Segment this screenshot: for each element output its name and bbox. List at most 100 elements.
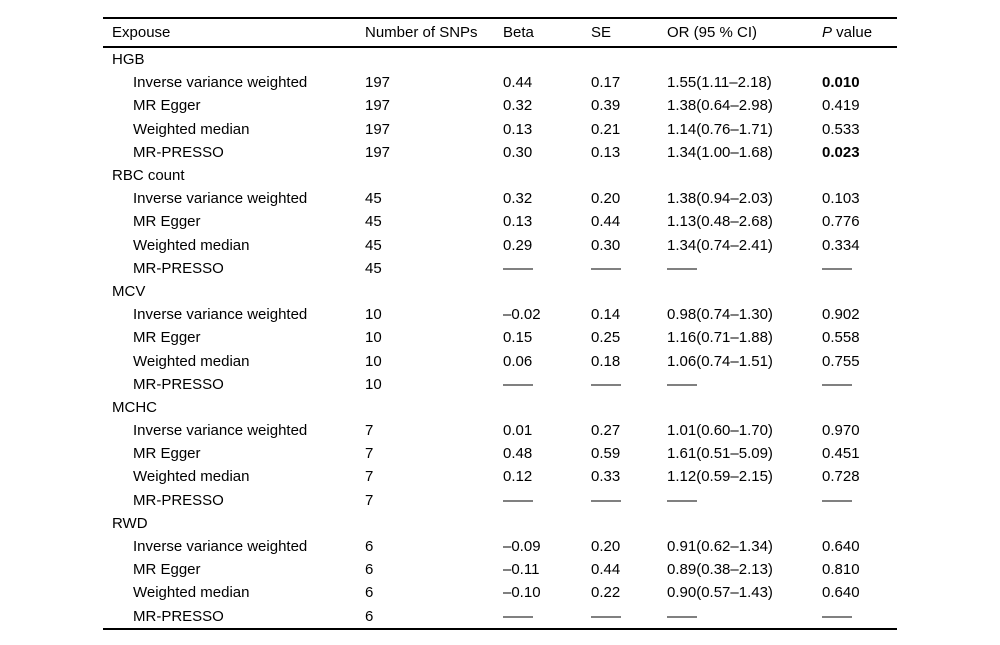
cell-method: MR Egger xyxy=(133,561,201,579)
cell-p-value: 0.755 xyxy=(822,352,860,370)
cell-p-value: 0.810 xyxy=(822,561,860,579)
cell-se: 0.39 xyxy=(591,97,621,115)
table-row: MR-PRESSO 6 —— —— —— —— xyxy=(103,605,897,629)
cell-method: Inverse variance weighted xyxy=(133,306,308,324)
table-row: MR-PRESSO 197 0.30 0.13 1.34(1.00–1.68) 0.023 xyxy=(103,141,897,164)
cell-snps: 10 xyxy=(365,352,382,370)
cell-se: 0.22 xyxy=(591,584,621,602)
cell-se: —— xyxy=(591,259,621,277)
cell-se: 0.17 xyxy=(591,74,621,92)
col-header-expouse: Expouse xyxy=(112,24,171,41)
group-row: HGB xyxy=(103,47,897,71)
cell-se: 0.30 xyxy=(591,236,621,254)
table-row: Weighted median 6 –0.10 0.22 0.90(0.57–1.43)… xyxy=(103,581,897,604)
cell-se: 0.44 xyxy=(591,213,621,231)
table-row: Weighted median 10 0.06 0.18 1.06(0.74–1.51)… xyxy=(103,349,897,372)
cell-beta: 0.13 xyxy=(503,120,533,138)
cell-p-value: 0.451 xyxy=(822,445,860,463)
group-label: MCV xyxy=(112,282,146,300)
cell-method: MR-PRESSO xyxy=(133,491,224,509)
cell-se: 0.59 xyxy=(591,445,621,463)
cell-beta: 0.12 xyxy=(503,468,533,486)
cell-beta: 0.15 xyxy=(503,329,533,347)
cell-p-value: 0.558 xyxy=(822,329,860,347)
cell-snps: 10 xyxy=(365,306,382,324)
cell-or-ci: 0.90(0.57–1.43) xyxy=(667,584,773,602)
cell-method: Inverse variance weighted xyxy=(133,74,308,92)
cell-p-value: 0.533 xyxy=(822,120,860,138)
table-row: MR-PRESSO 7 —— —— —— —— xyxy=(103,489,897,512)
table-row: MR-PRESSO 45 —— —— —— —— xyxy=(103,257,897,280)
cell-p-value: 0.640 xyxy=(822,538,860,556)
col-header-se: SE xyxy=(591,24,612,41)
cell-or-ci: 1.34(0.74–2.41) xyxy=(667,236,773,254)
cell-method: Weighted median xyxy=(133,236,250,254)
cell-beta: 0.32 xyxy=(503,190,533,208)
table-row: Weighted median 45 0.29 0.30 1.34(0.74–2.41)… xyxy=(103,234,897,257)
table-row: Inverse variance weighted 197 0.44 0.17 1.55… xyxy=(103,71,897,94)
cell-method: Weighted median xyxy=(133,352,250,370)
cell-se: 0.33 xyxy=(591,468,621,486)
col-header-beta: Beta xyxy=(503,24,534,41)
cell-or-ci: 1.01(0.60–1.70) xyxy=(667,422,773,440)
table-row: Inverse variance weighted 10 –0.02 0.14 0.98… xyxy=(103,303,897,326)
cell-or-ci: —— xyxy=(667,375,697,393)
col-header-snps: Number of SNPs xyxy=(365,24,478,41)
cell-p-value: 0.776 xyxy=(822,213,860,231)
group-label: RBC count xyxy=(112,167,185,185)
cell-snps: 45 xyxy=(365,190,382,208)
cell-or-ci: —— xyxy=(667,607,697,625)
group-label: HGB xyxy=(112,51,145,69)
cell-method: Inverse variance weighted xyxy=(133,538,308,556)
cell-se: 0.14 xyxy=(591,306,621,324)
cell-or-ci: 1.06(0.74–1.51) xyxy=(667,352,773,370)
table-row: MR Egger 7 0.48 0.59 1.61(0.51–5.09) 0.451 xyxy=(103,442,897,465)
table-body: HGB Inverse variance weighted 197 0.44 0.17 1… xyxy=(103,47,897,629)
cell-snps: 10 xyxy=(365,329,382,347)
cell-p-value: —— xyxy=(822,491,852,509)
cell-method: MR Egger xyxy=(133,213,201,231)
cell-or-ci: 1.12(0.59–2.15) xyxy=(667,468,773,486)
table-row: MR Egger 10 0.15 0.25 1.16(0.71–1.88) 0.558 xyxy=(103,326,897,349)
cell-beta: 0.32 xyxy=(503,97,533,115)
cell-snps: 197 xyxy=(365,74,391,92)
cell-p-value: 0.902 xyxy=(822,306,860,324)
cell-method: MR Egger xyxy=(133,329,201,347)
cell-p-value: 0.103 xyxy=(822,190,860,208)
p-value-italic-letter: P xyxy=(822,24,833,41)
cell-snps: 45 xyxy=(365,259,382,277)
cell-p-value: 0.970 xyxy=(822,422,860,440)
cell-se: —— xyxy=(591,607,621,625)
col-header-pvalue: P value xyxy=(822,18,897,47)
table-row: MR Egger 6 –0.11 0.44 0.89(0.38–2.13) 0.810 xyxy=(103,558,897,581)
mr-results-table: Expouse Number of SNPs Beta SE OR (95 % … xyxy=(103,17,897,630)
cell-se: —— xyxy=(591,491,621,509)
group-label: RWD xyxy=(112,514,148,532)
cell-p-value: 0.419 xyxy=(822,97,860,115)
cell-se: 0.20 xyxy=(591,190,621,208)
group-row: RWD xyxy=(103,512,897,535)
table-row: MR-PRESSO 10 —— —— —— —— xyxy=(103,373,897,396)
cell-method: MR-PRESSO xyxy=(133,143,224,161)
cell-or-ci: 1.61(0.51–5.09) xyxy=(667,445,773,463)
cell-snps: 7 xyxy=(365,445,374,463)
group-label: MCHC xyxy=(112,398,157,416)
cell-or-ci: —— xyxy=(667,491,697,509)
cell-beta: 0.30 xyxy=(503,143,533,161)
cell-beta: –0.09 xyxy=(503,538,541,556)
cell-beta: —— xyxy=(503,375,533,393)
cell-p-value: 0.334 xyxy=(822,236,860,254)
cell-se: 0.27 xyxy=(591,422,621,440)
cell-or-ci: —— xyxy=(667,259,697,277)
cell-snps: 197 xyxy=(365,120,391,138)
cell-or-ci: 0.91(0.62–1.34) xyxy=(667,538,773,556)
cell-snps: 6 xyxy=(365,607,374,625)
table-row: MR Egger 197 0.32 0.39 1.38(0.64–2.98) 0.419 xyxy=(103,94,897,117)
table-row: Weighted median 7 0.12 0.33 1.12(0.59–2.15) 0… xyxy=(103,465,897,488)
cell-beta: —— xyxy=(503,607,533,625)
cell-beta: 0.48 xyxy=(503,445,533,463)
cell-method: MR Egger xyxy=(133,97,201,115)
table-row: Inverse variance weighted 6 –0.09 0.20 0.91(… xyxy=(103,535,897,558)
cell-se: 0.25 xyxy=(591,329,621,347)
